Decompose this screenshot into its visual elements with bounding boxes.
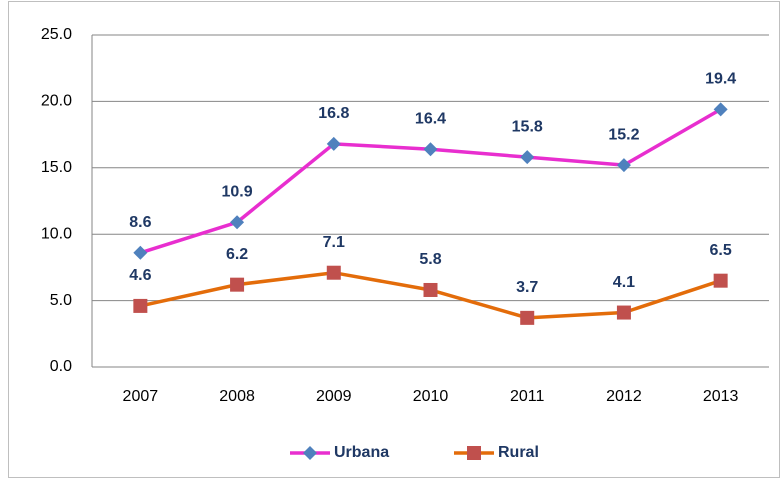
marker [713,273,728,288]
marker [230,215,245,230]
x-tick-label: 2007 [123,388,159,405]
data-label: 15.8 [512,118,543,135]
x-tick-label: 2010 [413,388,449,405]
data-label: 4.1 [613,274,635,291]
data-label: 8.6 [129,214,151,231]
legend-label: Urbana [334,444,389,461]
data-label: 7.1 [323,234,345,251]
y-tick-label: 10.0 [41,225,72,242]
legend-label: Rural [498,444,539,461]
marker [616,158,631,173]
marker [713,102,728,117]
marker [423,142,438,157]
y-tick-label: 5.0 [50,292,72,309]
y-tick-label: 25.0 [41,26,72,43]
x-tick-label: 2011 [510,388,545,405]
y-tick-label: 20.0 [41,93,72,110]
data-label: 6.5 [710,242,732,259]
x-tick-label: 2008 [219,388,255,405]
data-label: 6.2 [226,246,248,263]
y-tick-label: 0.0 [50,358,72,375]
marker [423,282,438,297]
data-label: 10.9 [222,183,253,200]
x-tick-label: 2012 [606,388,642,405]
marker [326,265,341,280]
data-label: 16.8 [318,105,349,122]
marker [133,298,148,313]
marker [133,245,148,260]
data-label: 5.8 [419,251,441,268]
chart-border [8,1,780,478]
marker [230,277,245,292]
x-tick-label: 2013 [703,388,739,405]
marker [467,446,481,460]
marker [520,310,535,325]
marker [520,150,535,165]
data-label: 19.4 [705,71,736,88]
data-label: 15.2 [608,126,639,143]
marker [616,305,631,320]
x-tick-label: 2009 [316,388,352,405]
y-tick-label: 15.0 [41,159,72,176]
marker [303,446,317,460]
data-label: 3.7 [516,279,538,296]
data-label: 16.4 [415,110,446,127]
data-label: 4.6 [129,267,151,284]
marker [326,136,341,151]
